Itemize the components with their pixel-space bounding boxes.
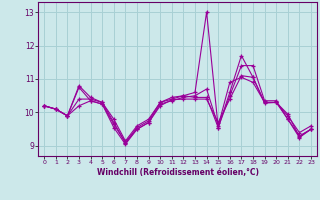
X-axis label: Windchill (Refroidissement éolien,°C): Windchill (Refroidissement éolien,°C) (97, 168, 259, 177)
